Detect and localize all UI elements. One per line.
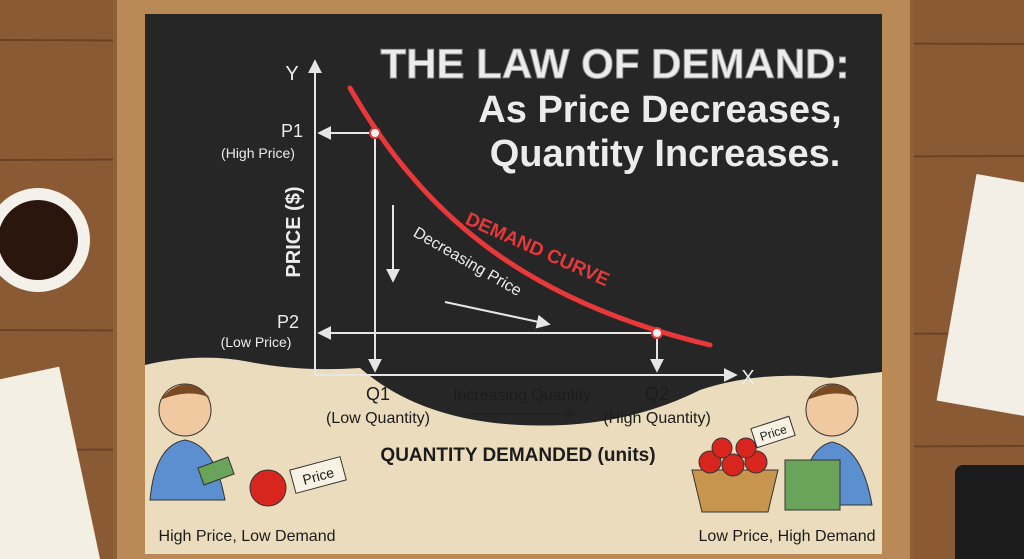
annotation: Increasing Quantity: [453, 387, 591, 404]
apples: [698, 437, 768, 477]
point: [369, 127, 381, 139]
caption: Low Price, High Demand: [699, 528, 876, 545]
apples: [735, 437, 757, 459]
price-tag: Price: [289, 456, 347, 494]
demand-curve: [347, 85, 713, 348]
point-note: (Low Quantity): [326, 410, 430, 427]
apples: [711, 437, 733, 459]
price-tag: [750, 415, 796, 449]
money-stack: [784, 459, 841, 511]
person-body: [149, 439, 226, 501]
point-note: (High Price): [221, 145, 295, 161]
apple: [249, 469, 287, 507]
point-label: Q1: [366, 384, 390, 404]
axis-title: PRICE ($): [283, 186, 305, 277]
parchment: [145, 357, 882, 554]
price-tag: Price: [750, 415, 796, 449]
axis-label: X: [741, 367, 754, 389]
coffee: [0, 200, 78, 280]
point-note: (High Quantity): [603, 410, 711, 427]
point-label: P1: [281, 121, 303, 141]
apples: [721, 453, 745, 477]
person-hair: [160, 384, 210, 400]
notepad: [936, 174, 1024, 417]
phone: [955, 465, 1024, 559]
person-hair: [807, 384, 857, 400]
point-label: Q2: [645, 384, 669, 404]
title-line: As Price Decreases,: [478, 89, 841, 131]
notebook: [0, 366, 101, 559]
title-line: THE LAW OF DEMAND:: [381, 40, 850, 87]
price-tag: [289, 456, 347, 494]
caption: High Price, Low Demand: [159, 528, 336, 545]
axis-title: QUANTITY DEMANDED (units): [380, 445, 655, 466]
axis-label: Y: [285, 63, 298, 85]
money: [197, 456, 235, 486]
price-arrow: [444, 301, 551, 329]
point-note: (Low Price): [221, 334, 292, 350]
point-label: P2: [277, 312, 299, 332]
apples: [698, 450, 722, 474]
point: [651, 327, 663, 339]
title-line: Quantity Increases.: [490, 133, 841, 175]
person-head: [158, 383, 212, 437]
person-head: [805, 383, 859, 437]
